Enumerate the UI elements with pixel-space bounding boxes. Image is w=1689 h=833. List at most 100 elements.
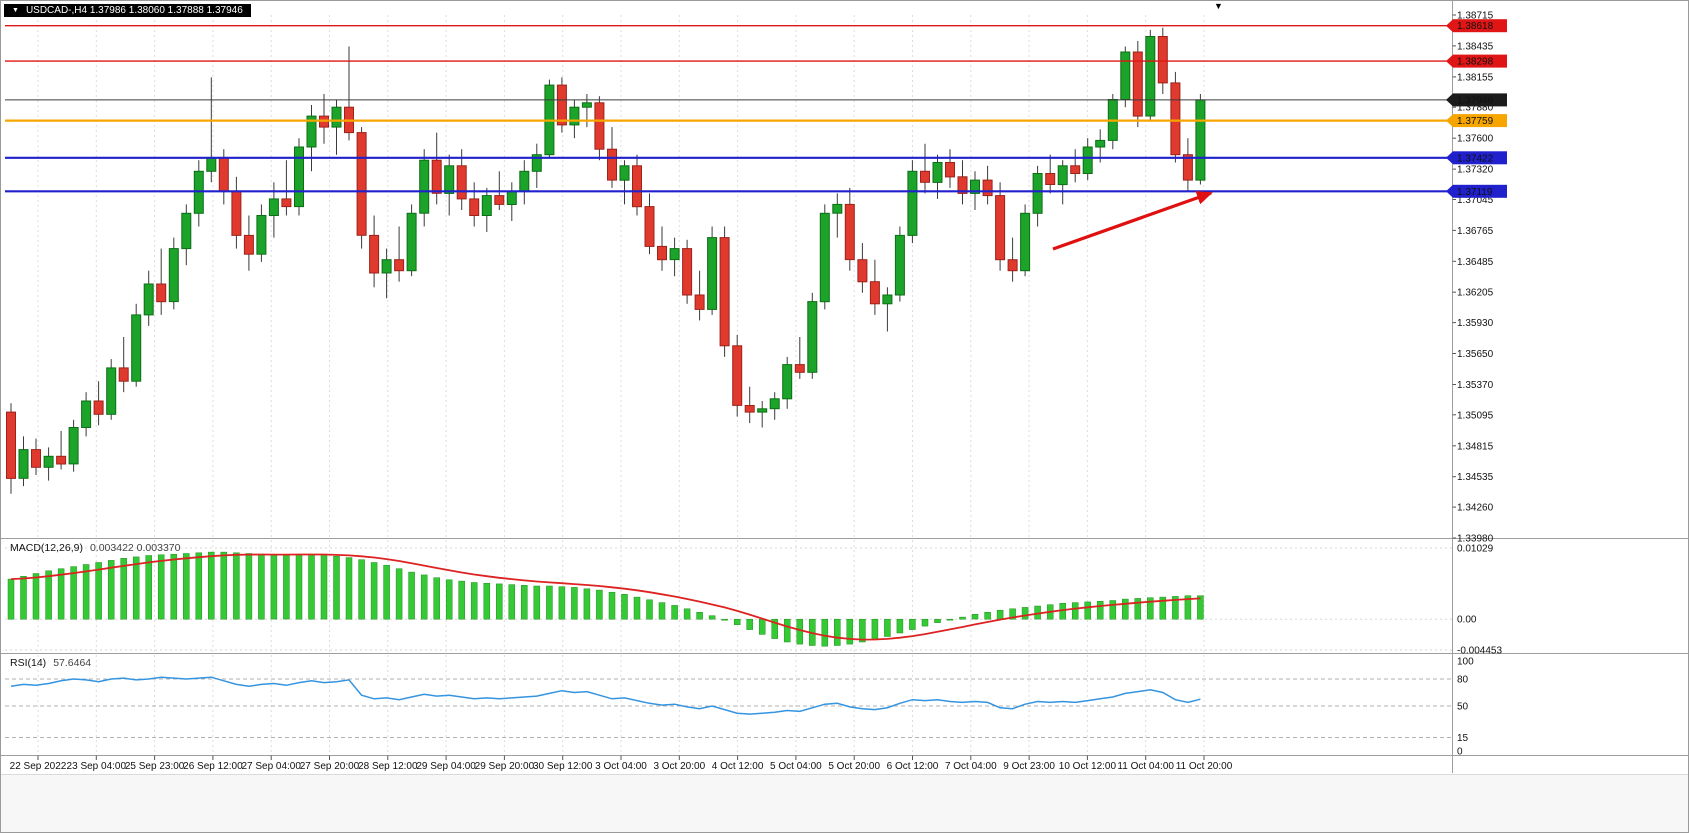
macd-histogram-bar [959, 616, 966, 620]
macd-histogram-bar [358, 559, 365, 620]
macd-histogram-bar [1009, 608, 1016, 620]
macd-histogram-bar [270, 554, 278, 620]
price-axis[interactable]: 1.38715 1.38435 1.38155 1.37880 1.37600 1.373… [1446, 11, 1507, 758]
price-badge-1.37759-text: 1.37759 [1457, 116, 1494, 127]
candle-bearish [156, 283, 167, 303]
macd-histogram-bar [258, 553, 265, 620]
macd-histogram-bar [996, 609, 1004, 620]
macd-histogram-bar [170, 553, 178, 620]
macd-histogram-bar [496, 583, 503, 620]
rsi-axis-label: 0 [1457, 747, 1463, 758]
current-price-badge-text: 1.37946 [1457, 95, 1494, 106]
candle-bullish [619, 165, 630, 181]
macd-histogram-bar [245, 553, 253, 620]
time-label: 27 Sep 20:00 [300, 761, 360, 772]
macd-histogram-bar [984, 612, 991, 620]
candle-bullish [581, 102, 592, 108]
candle-bullish [1020, 212, 1031, 272]
macd-histogram-bar [20, 576, 27, 620]
candle-bearish [995, 195, 1006, 261]
candle-bearish [556, 84, 567, 126]
price-axis-label: 1.34260 [1457, 503, 1494, 514]
macd-histogram-bar [145, 555, 152, 620]
macd-histogram-bar [771, 618, 778, 639]
candle-bullish [81, 400, 92, 428]
macd-histogram-bar [633, 596, 641, 620]
time-label: 10 Oct 12:00 [1059, 761, 1117, 772]
candle-bullish [757, 408, 768, 413]
macd-histogram-bar [420, 574, 428, 620]
candle-bearish [494, 195, 505, 205]
price-axis-label: 1.35650 [1457, 349, 1494, 360]
candle-bullish [506, 190, 517, 205]
trend-arrow-annotation[interactable] [1052, 191, 1213, 251]
macd-histogram-bar [758, 618, 766, 635]
price-axis-label: 1.38155 [1457, 72, 1494, 83]
macd-histogram-bar [1197, 595, 1204, 620]
trend-arrow[interactable] [1052, 191, 1213, 251]
macd-histogram-bar [508, 584, 516, 620]
candle-bullish [769, 398, 780, 410]
chart-grid [37, 15, 1205, 755]
rsi-indicator-value: 57.6464 [53, 657, 92, 669]
macd-histogram-bar [746, 618, 753, 630]
candle-bearish [744, 405, 755, 413]
candle-bullish [18, 449, 29, 479]
macd-histogram-bar [909, 618, 916, 630]
rsi-line [10, 676, 1201, 715]
window-bottom-strip [1, 774, 1688, 832]
candle-bearish [281, 198, 292, 208]
macd-histogram-bar [333, 555, 340, 620]
price-badge-1.37119-pointer [1446, 184, 1453, 198]
price-badge-1.38618-pointer [1446, 19, 1453, 33]
macd-histogram-bar [470, 582, 478, 620]
macd-label: MACD(12,26,9) 0.003422 0.003370 [10, 542, 180, 554]
macd-histogram-bar [370, 562, 378, 620]
macd-histogram-bar [320, 554, 328, 620]
candle-bearish [118, 367, 129, 382]
macd-histogram-bar [308, 553, 315, 620]
macd-histogram-bar [1096, 600, 1104, 620]
rsi-label: RSI(14) 57.6464 [10, 657, 91, 669]
time-label: 22 Sep 2022 [10, 761, 67, 772]
candle-bullish [131, 314, 142, 382]
macd-histogram-bar [32, 573, 40, 620]
macd-histogram-bar [57, 568, 65, 620]
macd-histogram-bar [295, 553, 303, 620]
chart-shift-marker-icon[interactable]: ▼ [1214, 1, 1223, 11]
macd-histogram-bar [533, 585, 541, 620]
candle-bullish [707, 237, 718, 310]
price-badge-1.37759-pointer [1446, 114, 1453, 128]
time-label: 30 Sep 12:00 [533, 761, 593, 772]
macd-histogram-bar [233, 552, 240, 620]
candle-bullish [43, 455, 54, 468]
symbol-quote-box[interactable]: ▼ USDCAD-,H4 1.37986 1.38060 1.37888 1.3… [4, 4, 251, 17]
candle-bullish [569, 106, 580, 126]
candle-bearish [607, 148, 617, 181]
rsi-axis-label: 15 [1457, 733, 1469, 744]
macd-histogram-bar [483, 582, 491, 620]
macd-axis-label: 0.01029 [1457, 544, 1494, 555]
macd-histogram-bar [884, 618, 891, 637]
candle-bearish [56, 455, 67, 465]
candle-bearish [982, 179, 993, 197]
time-label: 29 Sep 20:00 [475, 761, 535, 772]
macd-histogram-bar [671, 605, 678, 620]
candle-bullish [807, 301, 818, 373]
macd-histogram-bar [871, 618, 879, 640]
time-label: 11 Oct 20:00 [1176, 761, 1233, 772]
price-badge-1.37422-text: 1.37422 [1457, 153, 1494, 164]
price-badge-1.37422 [1453, 151, 1507, 165]
panel-separators [1, 1, 1688, 773]
macd-histogram-bar [834, 618, 841, 646]
time-label: 29 Sep 04:00 [416, 761, 476, 772]
candle-bearish [218, 157, 229, 192]
macd-histogram-bar [696, 612, 703, 620]
macd-axis-label: -0.004453 [1457, 646, 1502, 657]
price-axis-label: 1.37880 [1457, 103, 1494, 114]
price-axis-label: 1.35930 [1457, 318, 1494, 329]
candle-bearish [231, 190, 242, 236]
